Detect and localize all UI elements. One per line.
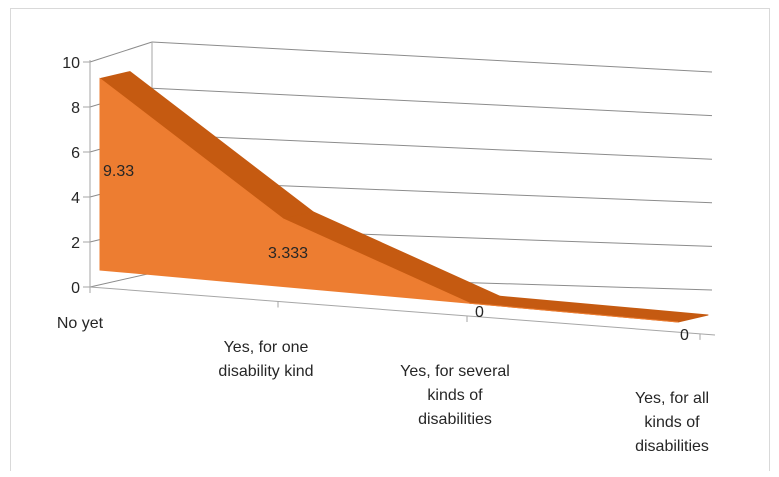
y-tick-label-2: 2 — [71, 235, 80, 252]
y-tick-label-6: 6 — [71, 145, 80, 162]
data-labels: 9.33 3.333 0 0 — [103, 163, 689, 344]
x-axis-line — [89, 286, 716, 336]
data-label-0: 9.33 — [103, 163, 134, 180]
y-tick-label-8: 8 — [71, 100, 80, 117]
data-label-3: 0 — [680, 327, 689, 344]
area-top-segment-2 — [469, 295, 709, 323]
gridline-back-10 — [151, 41, 713, 73]
x-category-label-3: Yes, for all kinds of disabilities — [635, 390, 709, 455]
x-category-label-2: Yes, for several kinds of disabilities — [400, 363, 510, 428]
gridline-back-8 — [151, 87, 713, 117]
x-axis-category-labels: No yet Yes, for one disability kind Yes, fo… — [57, 315, 709, 455]
gridline-back-6 — [151, 133, 713, 160]
gridline-side-10 — [89, 41, 153, 63]
y-tick-label-4: 4 — [71, 190, 80, 207]
area-front-face — [99, 77, 679, 323]
x-category-label-1: Yes, for one disability kind — [218, 339, 313, 380]
y-axis-tick-labels: 0 2 4 6 8 10 — [62, 55, 80, 297]
data-label-2: 0 — [475, 304, 484, 321]
gridline-side-0 — [89, 272, 153, 288]
area-series — [99, 71, 709, 323]
y-tick-label-0: 0 — [71, 280, 80, 297]
x-category-label-0: No yet — [57, 315, 104, 332]
data-label-1: 3.333 — [268, 245, 308, 262]
y-tick-label-10: 10 — [62, 55, 80, 72]
